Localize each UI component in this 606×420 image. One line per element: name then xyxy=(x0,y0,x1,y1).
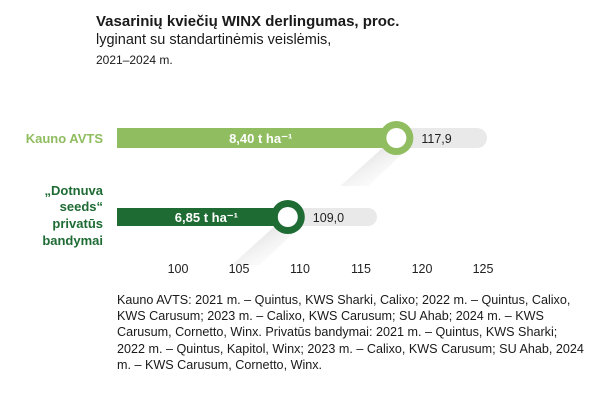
category-label: seeds“ xyxy=(60,199,103,214)
trial-notes: Kauno AVTS: 2021 m. – Quintus, KWS Shark… xyxy=(117,293,584,372)
category-label: privatūs xyxy=(52,216,103,231)
x-tick-label: 115 xyxy=(351,262,371,276)
x-tick-label: 125 xyxy=(473,262,494,276)
value-marker-center xyxy=(277,207,298,227)
value-label: 117,9 xyxy=(421,132,451,146)
chart-period: 2021–2024 m. xyxy=(96,53,173,67)
x-tick-label: 110 xyxy=(290,262,310,276)
value-marker-center xyxy=(386,128,407,148)
value-bar xyxy=(117,208,288,226)
category-label: bandymai xyxy=(42,233,103,248)
yield-bar-chart: 8,40 t ha⁻¹ 117,9 Kauno AVTS 6,85 t ha⁻¹ 109… xyxy=(26,121,494,276)
category-label: „Dotnuva xyxy=(45,183,104,198)
title-block: Vasarinių kviečių WINX derlingumas, proc… xyxy=(96,12,399,69)
value-bar xyxy=(117,128,397,148)
yield-label: 6,85 t ha⁻¹ xyxy=(175,210,238,225)
x-tick-label: 105 xyxy=(229,262,250,276)
value-label: 109,0 xyxy=(313,211,344,225)
yield-label: 8,40 t ha⁻¹ xyxy=(229,131,292,146)
x-tick-label: 100 xyxy=(168,262,189,276)
chart-subtitle: lyginant su standartinėmis veislėmis, xyxy=(96,32,332,48)
x-tick-label: 120 xyxy=(412,262,433,276)
marker-shadow xyxy=(340,148,409,186)
category-label: Kauno AVTS xyxy=(26,131,104,146)
marker-shadow xyxy=(231,227,300,265)
chart-title: Vasarinių kviečių WINX derlingumas, proc… xyxy=(96,13,400,30)
